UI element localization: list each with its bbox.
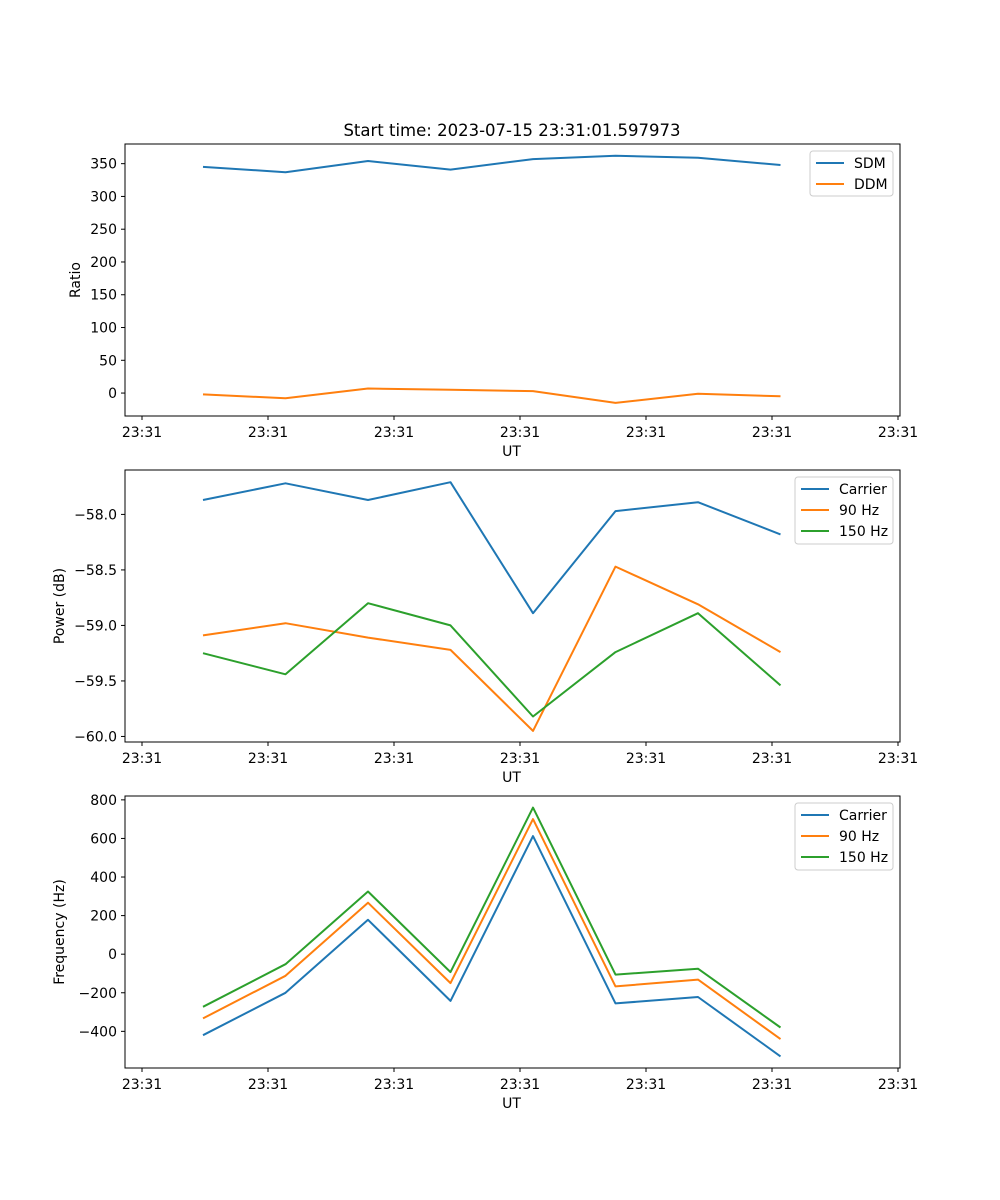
x-tick-label: 23:31 — [248, 425, 288, 441]
y-tick-label: 0 — [108, 947, 117, 963]
y-tick-label: 200 — [90, 255, 117, 271]
x-tick-label: 23:31 — [122, 425, 162, 441]
chart-title: Start time: 2023-07-15 23:31:01.597973 — [343, 121, 680, 140]
x-tick-label: 23:31 — [878, 425, 918, 441]
legend: SDM DDM — [809, 150, 894, 197]
x-axis-label: UT — [502, 1096, 521, 1112]
x-tick-label: 23:31 — [500, 751, 540, 767]
series-line-90-hz — [202, 818, 782, 1040]
axes-frame — [124, 143, 901, 417]
x-tick-label: 23:31 — [122, 751, 162, 767]
x-tick-label: 23:31 — [626, 425, 666, 441]
y-tick-label: 600 — [90, 831, 117, 847]
y-tick-label: 100 — [90, 321, 117, 337]
y-tick-label: −59.5 — [74, 674, 117, 690]
x-tick-label: 23:31 — [752, 1077, 792, 1093]
subplot-2: −58.0 −58.5 −59.0 −59.5 −60.0 23:31 23:31 23:31… — [52, 469, 918, 786]
x-tick-label: 23:31 — [248, 751, 288, 767]
y-tick-label: −58.0 — [74, 507, 117, 523]
legend-label: 90 Hz — [839, 503, 879, 519]
legend: Carrier 90 Hz 150 Hz — [794, 802, 894, 871]
y-axis-label: Ratio — [68, 262, 84, 298]
x-tick-label: 23:31 — [878, 1077, 918, 1093]
series-line-sdm — [202, 154, 781, 174]
series-line-150-hz — [202, 602, 782, 718]
legend-label: SDM — [854, 156, 886, 172]
y-tick-label: 800 — [90, 793, 117, 809]
series-line-150-hz — [202, 806, 782, 1029]
y-tick-label: −59.0 — [74, 618, 117, 634]
series-line-carrier — [202, 481, 781, 615]
legend: Carrier 90 Hz 150 Hz — [794, 476, 894, 545]
legend-label: Carrier — [839, 482, 887, 498]
x-tick-label: 23:31 — [626, 1077, 666, 1093]
legend-box — [794, 802, 894, 871]
legend-label: 90 Hz — [839, 829, 879, 845]
legend-label: Carrier — [839, 808, 887, 824]
series-line-carrier — [202, 835, 782, 1058]
x-tick-label: 23:31 — [500, 1077, 540, 1093]
legend-label: DDM — [854, 177, 888, 193]
legend-label: 150 Hz — [839, 850, 888, 866]
x-tick-label: 23:31 — [122, 1077, 162, 1093]
y-tick-label: −58.5 — [74, 563, 117, 579]
y-tick-label: 150 — [90, 288, 117, 304]
y-axis-label: Frequency (Hz) — [52, 879, 68, 985]
x-tick-label: 23:31 — [626, 751, 666, 767]
x-tick-label: 23:31 — [752, 425, 792, 441]
y-axis-label: Power (dB) — [52, 568, 68, 644]
y-tick-label: 350 — [90, 157, 117, 173]
y-tick-label: 50 — [99, 353, 117, 369]
y-tick-label: 0 — [108, 386, 117, 402]
y-tick-label: −200 — [79, 986, 117, 1002]
x-tick-label: 23:31 — [374, 1077, 414, 1093]
x-axis-label: UT — [502, 770, 521, 786]
x-tick-label: 23:31 — [374, 751, 414, 767]
y-tick-label: 200 — [90, 909, 117, 925]
y-tick-label: −60.0 — [74, 729, 117, 745]
x-tick-label: 23:31 — [500, 425, 540, 441]
axes-frame — [124, 795, 901, 1069]
x-tick-label: 23:31 — [374, 425, 414, 441]
subplot-1: 0 50 100 150 200 250 300 350 23:31 23:31 23:31 23:3… — [68, 143, 918, 460]
x-axis-label: UT — [502, 444, 521, 460]
x-tick-label: 23:31 — [752, 751, 792, 767]
series-line-90-hz — [202, 565, 782, 732]
y-tick-label: 300 — [90, 189, 117, 205]
legend-label: 150 Hz — [839, 524, 888, 540]
y-tick-label: 250 — [90, 222, 117, 238]
x-tick-label: 23:31 — [248, 1077, 288, 1093]
subplot-3: 800 600 400 200 0 −200 −400 23:31 23:31 23:31 23:3… — [52, 793, 918, 1112]
y-tick-label: −400 — [79, 1024, 117, 1040]
y-tick-label: 400 — [90, 870, 117, 886]
x-tick-label: 23:31 — [878, 751, 918, 767]
axes-frame — [124, 469, 901, 743]
legend-box — [794, 476, 894, 545]
series-line-ddm — [202, 387, 781, 404]
